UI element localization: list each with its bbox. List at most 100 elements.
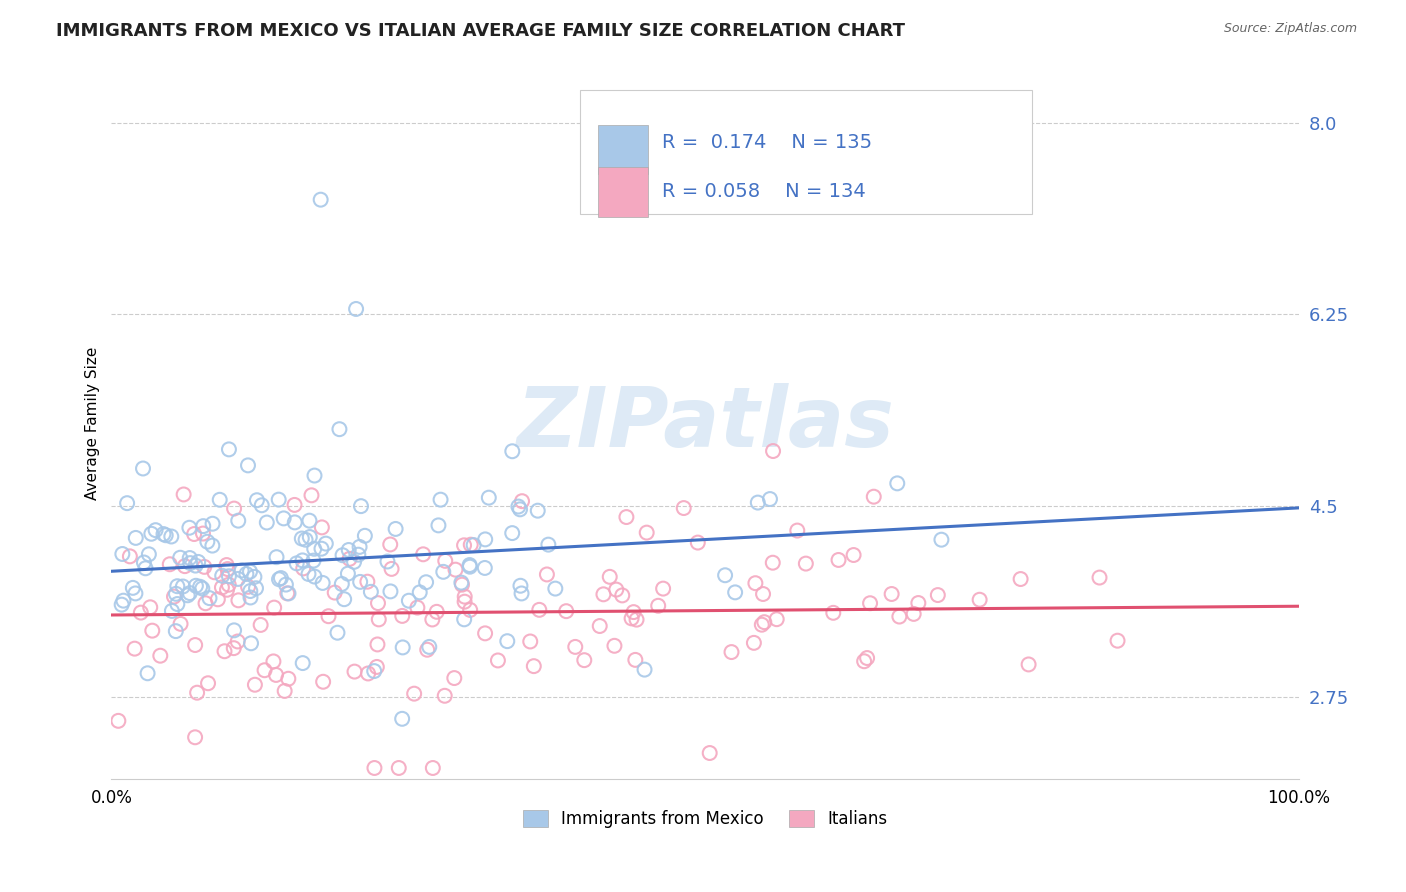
Point [267, 572, 290, 586]
Point [496, 634, 519, 648]
Point [416, 642, 439, 657]
Point [742, 636, 765, 650]
Point [124, 586, 146, 600]
Point [186, 686, 208, 700]
Point [859, 596, 882, 610]
Point [886, 476, 908, 491]
Point [349, 574, 371, 589]
Point [328, 422, 350, 436]
Point [1010, 572, 1032, 586]
Legend: Immigrants from Mexico, Italians: Immigrants from Mexico, Italians [516, 803, 894, 835]
Point [183, 527, 205, 541]
Point [145, 523, 167, 537]
Point [204, 566, 226, 580]
Bar [599, 125, 648, 174]
Point [188, 580, 211, 594]
Point [270, 571, 292, 585]
Point [236, 580, 259, 594]
Point [633, 663, 655, 677]
Point [218, 578, 240, 592]
Point [274, 577, 297, 591]
Point [823, 606, 845, 620]
Point [285, 557, 308, 571]
Point [751, 617, 773, 632]
Point [149, 648, 172, 663]
Point [509, 579, 531, 593]
Point [311, 520, 333, 534]
Point [363, 761, 385, 775]
Point [415, 575, 437, 590]
Point [236, 458, 259, 473]
Point [367, 596, 389, 610]
Point [184, 579, 207, 593]
Point [367, 612, 389, 626]
Point [420, 612, 443, 626]
Point [856, 651, 879, 665]
Point [218, 569, 240, 583]
Point [215, 582, 238, 597]
Point [1088, 570, 1111, 584]
Point [249, 618, 271, 632]
Point [160, 529, 183, 543]
Point [501, 526, 523, 541]
Point [129, 606, 152, 620]
Point [460, 538, 482, 552]
Point [336, 566, 359, 581]
Point [907, 596, 929, 610]
Point [152, 527, 174, 541]
Point [426, 605, 449, 619]
Point [647, 599, 669, 613]
Point [363, 664, 385, 678]
Point [434, 554, 457, 568]
Point [222, 641, 245, 656]
Point [478, 491, 501, 505]
Text: IMMIGRANTS FROM MEXICO VS ITALIAN AVERAGE FAMILY SIZE CORRELATION CHART: IMMIGRANTS FROM MEXICO VS ITALIAN AVERAG… [56, 22, 905, 40]
Point [354, 529, 377, 543]
Point [165, 587, 187, 601]
Point [391, 712, 413, 726]
Point [155, 528, 177, 542]
Point [418, 640, 440, 654]
Point [124, 641, 146, 656]
Point [474, 533, 496, 547]
Point [184, 638, 207, 652]
Point [752, 587, 775, 601]
Point [173, 559, 195, 574]
Point [444, 563, 467, 577]
Point [508, 500, 530, 514]
Point [291, 532, 314, 546]
Point [326, 625, 349, 640]
Point [762, 444, 785, 458]
Point [486, 653, 509, 667]
Point [284, 516, 307, 530]
Point [451, 577, 474, 591]
Point [179, 556, 201, 570]
Point [453, 538, 475, 552]
Point [111, 547, 134, 561]
Point [380, 584, 402, 599]
Point [347, 548, 370, 562]
Point [391, 608, 413, 623]
Point [315, 536, 337, 550]
Point [724, 585, 747, 599]
Point [222, 501, 245, 516]
Point [620, 611, 643, 625]
Point [350, 499, 373, 513]
Point [125, 531, 148, 545]
Point [626, 613, 648, 627]
Point [256, 516, 278, 530]
Point [754, 615, 776, 630]
Point [218, 442, 240, 457]
Point [422, 761, 444, 775]
Point [243, 678, 266, 692]
Point [443, 671, 465, 685]
Point [312, 674, 335, 689]
Point [509, 502, 531, 516]
Y-axis label: Average Family Size: Average Family Size [86, 347, 100, 500]
Point [191, 582, 214, 596]
Point [118, 549, 141, 564]
Point [474, 626, 496, 640]
Point [458, 559, 481, 574]
Point [889, 609, 911, 624]
Point [453, 612, 475, 626]
